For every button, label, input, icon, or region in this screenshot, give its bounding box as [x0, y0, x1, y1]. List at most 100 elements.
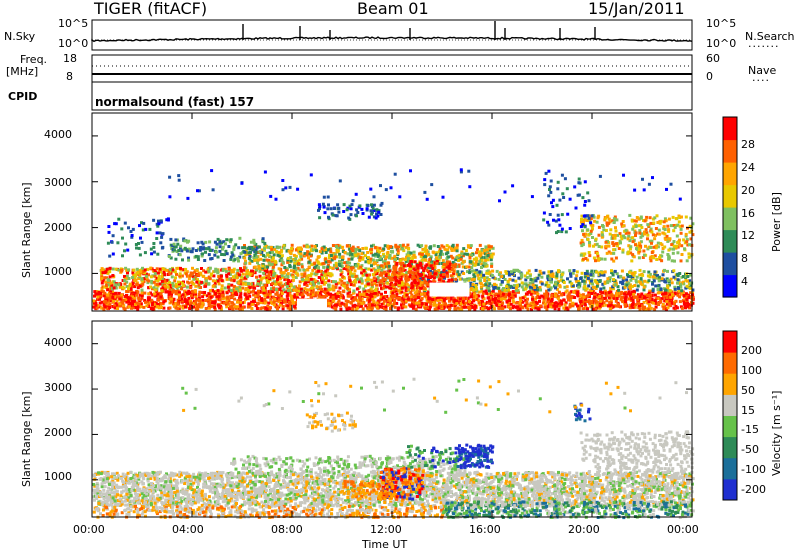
power-cell — [516, 288, 520, 292]
power-cell — [145, 304, 149, 308]
power-cell — [334, 280, 337, 284]
power-cell — [491, 300, 495, 304]
power-cell — [372, 243, 375, 247]
power-cell — [336, 203, 340, 207]
power-cell — [550, 299, 553, 303]
power-cell — [204, 299, 208, 302]
power-cell — [245, 270, 249, 274]
power-cell — [480, 275, 484, 279]
power-cell — [423, 294, 427, 298]
power-cell — [546, 278, 550, 282]
power-cell — [472, 269, 476, 273]
power-cell — [289, 256, 293, 260]
power-cell — [587, 284, 591, 288]
power-cell — [257, 265, 261, 268]
power-cell — [490, 262, 494, 266]
power-cell — [607, 291, 611, 295]
power-cell — [361, 257, 365, 261]
power-cell — [439, 305, 443, 308]
power-cell — [104, 280, 108, 284]
power-cell — [225, 238, 229, 242]
power-cell — [490, 264, 494, 268]
power-cell — [420, 244, 424, 248]
power-cell — [680, 292, 684, 296]
power-cell — [404, 299, 408, 303]
power-cell — [529, 285, 532, 289]
power-cell — [366, 298, 370, 302]
power-cell — [685, 299, 689, 303]
power-cell — [474, 304, 477, 308]
power-cell — [640, 280, 644, 284]
power-cell — [600, 303, 604, 307]
power-cell — [367, 300, 371, 304]
power-cell — [646, 307, 650, 311]
power-cell — [671, 293, 674, 297]
power-cell — [472, 273, 476, 277]
xtick: 04:00 — [172, 523, 204, 536]
power-cell — [483, 276, 487, 279]
power-cell — [197, 293, 201, 297]
power-cell — [266, 280, 270, 284]
power-cell — [481, 294, 485, 298]
power-cell — [110, 284, 114, 287]
power-cell — [169, 256, 173, 260]
power-cell — [222, 240, 226, 244]
power-cell — [159, 295, 163, 299]
power-cell — [313, 261, 317, 265]
power-cell — [371, 253, 375, 257]
power-cell — [628, 270, 632, 274]
velocity-cbar-tick: 15 — [741, 404, 755, 417]
power-cell — [127, 305, 131, 309]
power-cell — [578, 304, 582, 308]
power-cell — [280, 254, 284, 258]
power-cell — [201, 252, 204, 256]
power-cell — [679, 282, 682, 286]
power-cell — [277, 281, 281, 285]
power-cell — [256, 261, 259, 265]
power-cell — [131, 271, 135, 275]
power-cell — [307, 273, 311, 277]
power-cell — [155, 305, 159, 309]
power-cell — [576, 290, 580, 294]
power-cell — [668, 293, 672, 297]
power-cell — [531, 297, 534, 301]
power-cell — [547, 270, 551, 274]
power-cell — [370, 205, 374, 208]
power-cell — [179, 294, 183, 298]
power-cell — [314, 294, 317, 298]
power-cell — [371, 297, 375, 301]
power-cell — [454, 258, 458, 262]
power-cell — [346, 260, 350, 264]
power-cell — [272, 280, 276, 284]
power-cell — [472, 294, 476, 298]
power-cell — [320, 250, 324, 254]
power-cell — [485, 300, 489, 304]
power-cell — [135, 301, 139, 305]
power-cell — [548, 302, 552, 306]
cpid-value: normalsound (fast) 157 — [95, 95, 255, 109]
power-cell — [483, 279, 487, 282]
power-cell — [278, 287, 282, 291]
power-cell — [577, 279, 581, 283]
power-cell — [346, 269, 350, 273]
power-cell — [146, 281, 150, 285]
power-cell — [186, 240, 189, 244]
power-cell — [361, 273, 365, 277]
power-cell — [257, 280, 260, 284]
power-cell — [134, 306, 138, 310]
power-cell — [267, 258, 271, 262]
power-cell — [544, 283, 548, 287]
power-cell — [302, 274, 306, 278]
power-cell — [159, 297, 163, 301]
power-cell — [267, 301, 271, 305]
power-cell — [338, 259, 341, 263]
power-cell — [420, 258, 424, 262]
power-cell — [651, 282, 654, 286]
power-cell — [432, 303, 436, 307]
power-cell — [310, 244, 314, 248]
power-cell — [625, 280, 629, 284]
power-cell — [197, 280, 201, 284]
power-cell — [289, 252, 293, 256]
power-cell — [409, 273, 413, 277]
power-cell — [332, 207, 336, 210]
